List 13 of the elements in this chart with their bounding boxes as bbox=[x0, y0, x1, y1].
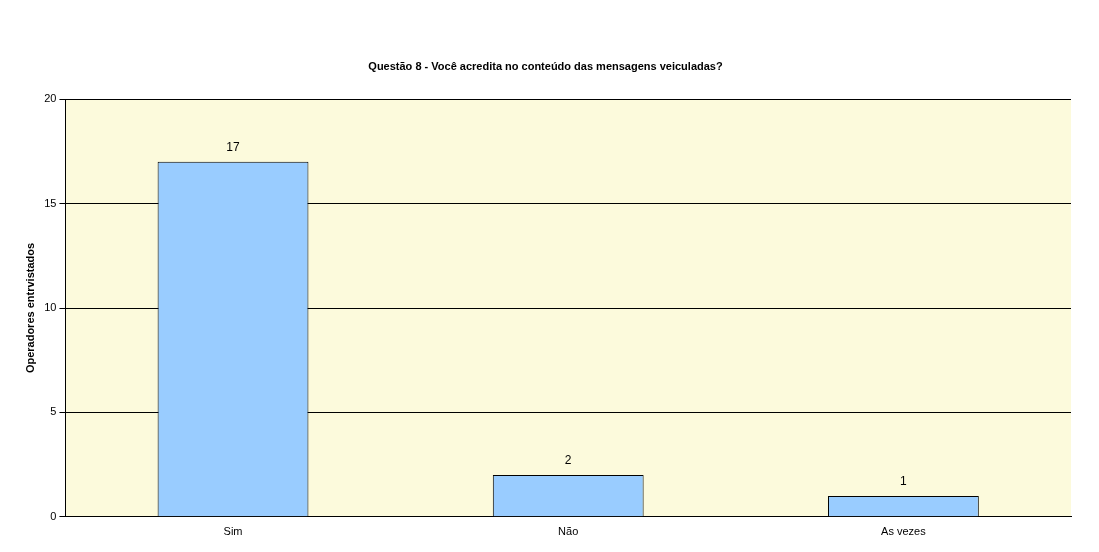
y-tick-label: 15 bbox=[44, 196, 57, 209]
data-label: 17 bbox=[226, 140, 241, 155]
y-tick-label: 20 bbox=[44, 92, 57, 105]
y-tick-label: 10 bbox=[44, 301, 57, 314]
y-tick-label: 0 bbox=[50, 509, 57, 522]
data-label: 1 bbox=[900, 474, 908, 489]
y-axis-title: Operadores entrvistados bbox=[23, 242, 36, 374]
x-tick-label: As vezes bbox=[881, 525, 927, 538]
data-label: 2 bbox=[564, 453, 572, 468]
chart-title: Questão 8 - Você acredita no conteúdo das mensagens veiculadas? bbox=[368, 59, 723, 72]
x-tick-label: Não bbox=[558, 525, 579, 538]
x-tick-label: Sim bbox=[223, 525, 243, 538]
y-tick-label: 5 bbox=[50, 405, 57, 418]
